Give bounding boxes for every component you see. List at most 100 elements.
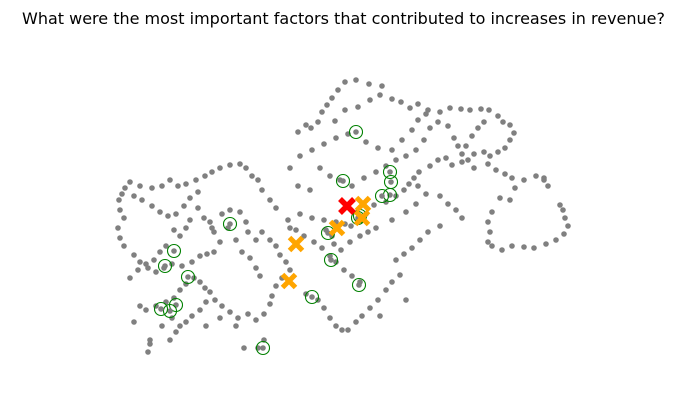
data-point	[149, 203, 155, 209]
data-point	[157, 249, 163, 255]
highlighted-point	[162, 263, 168, 269]
highlighted-point	[356, 282, 362, 288]
data-point	[425, 229, 431, 235]
highlight-ring	[304, 289, 320, 305]
data-point	[259, 229, 265, 235]
data-point	[389, 217, 395, 223]
data-point	[329, 95, 335, 101]
data-point	[301, 233, 307, 239]
highlighted-point	[173, 302, 179, 308]
data-point	[295, 129, 301, 135]
data-point	[143, 261, 149, 267]
data-point	[237, 209, 243, 215]
data-point	[187, 217, 193, 223]
data-point	[389, 279, 395, 285]
data-point	[209, 169, 215, 175]
data-point	[269, 293, 275, 299]
data-point	[451, 135, 457, 141]
data-point	[445, 123, 451, 129]
data-point	[201, 215, 207, 221]
highlight-ring	[162, 303, 178, 319]
data-point	[179, 263, 185, 269]
data-point	[159, 183, 165, 189]
data-point	[561, 231, 567, 237]
data-point	[117, 207, 123, 213]
data-point	[427, 125, 433, 131]
data-point	[415, 183, 421, 189]
data-point	[497, 195, 503, 201]
data-point	[127, 275, 133, 281]
highlighted-point	[325, 230, 331, 236]
data-point	[277, 252, 283, 258]
data-point	[467, 107, 473, 113]
highlighted-point	[227, 221, 233, 227]
data-point	[175, 183, 181, 189]
highlight-ring	[335, 173, 351, 189]
data-point	[437, 109, 443, 115]
data-point	[403, 153, 409, 159]
data-point	[237, 161, 243, 167]
data-point	[455, 143, 461, 149]
data-point	[375, 297, 381, 303]
highlight-ring	[351, 277, 367, 293]
highlight-ring	[157, 258, 173, 274]
data-point	[507, 122, 513, 128]
data-point	[509, 175, 515, 181]
data-point	[195, 205, 201, 211]
data-point	[459, 215, 465, 221]
data-point	[202, 285, 208, 291]
data-point	[471, 151, 477, 157]
data-point	[371, 202, 377, 208]
data-point	[393, 157, 399, 163]
data-point	[211, 249, 217, 255]
data-point	[187, 195, 193, 201]
secondary-markers-layer	[280, 195, 372, 290]
data-point	[183, 181, 189, 187]
data-point	[453, 207, 459, 213]
secondary-x-marker	[287, 235, 305, 253]
data-point	[321, 305, 327, 311]
data-point	[373, 225, 379, 231]
data-point	[239, 249, 245, 255]
highlighted-point	[185, 274, 191, 280]
data-point	[267, 301, 273, 307]
data-point	[253, 237, 259, 243]
data-point	[377, 313, 383, 319]
data-point	[203, 323, 209, 329]
data-point	[311, 239, 317, 245]
data-point	[217, 239, 223, 245]
highlight-ring	[180, 269, 196, 285]
data-point	[273, 243, 279, 249]
data-point	[253, 317, 259, 323]
data-point	[193, 177, 199, 183]
data-point	[471, 165, 477, 171]
data-point	[401, 251, 407, 257]
data-point	[499, 247, 505, 253]
data-point	[342, 79, 348, 85]
data-point	[189, 259, 195, 265]
data-point	[255, 177, 261, 183]
data-point	[475, 125, 481, 131]
data-point	[117, 235, 123, 241]
data-point	[485, 161, 491, 167]
highlight-rings-layer	[153, 124, 399, 356]
data-point	[204, 251, 210, 257]
data-point	[541, 175, 547, 181]
data-point	[137, 303, 143, 309]
data-point	[565, 223, 571, 229]
highlight-ring	[382, 164, 398, 180]
highlight-ring	[348, 124, 364, 140]
data-point	[319, 245, 325, 251]
data-point	[458, 106, 464, 112]
data-point	[345, 327, 351, 333]
data-point	[171, 227, 177, 233]
data-point	[485, 239, 491, 245]
data-point	[157, 209, 163, 215]
data-point	[135, 267, 141, 273]
data-point	[121, 243, 127, 249]
data-point	[435, 119, 441, 125]
data-point	[502, 145, 508, 151]
highlighted-point	[167, 308, 173, 314]
data-point	[413, 201, 419, 207]
secondary-x-marker	[353, 209, 371, 227]
